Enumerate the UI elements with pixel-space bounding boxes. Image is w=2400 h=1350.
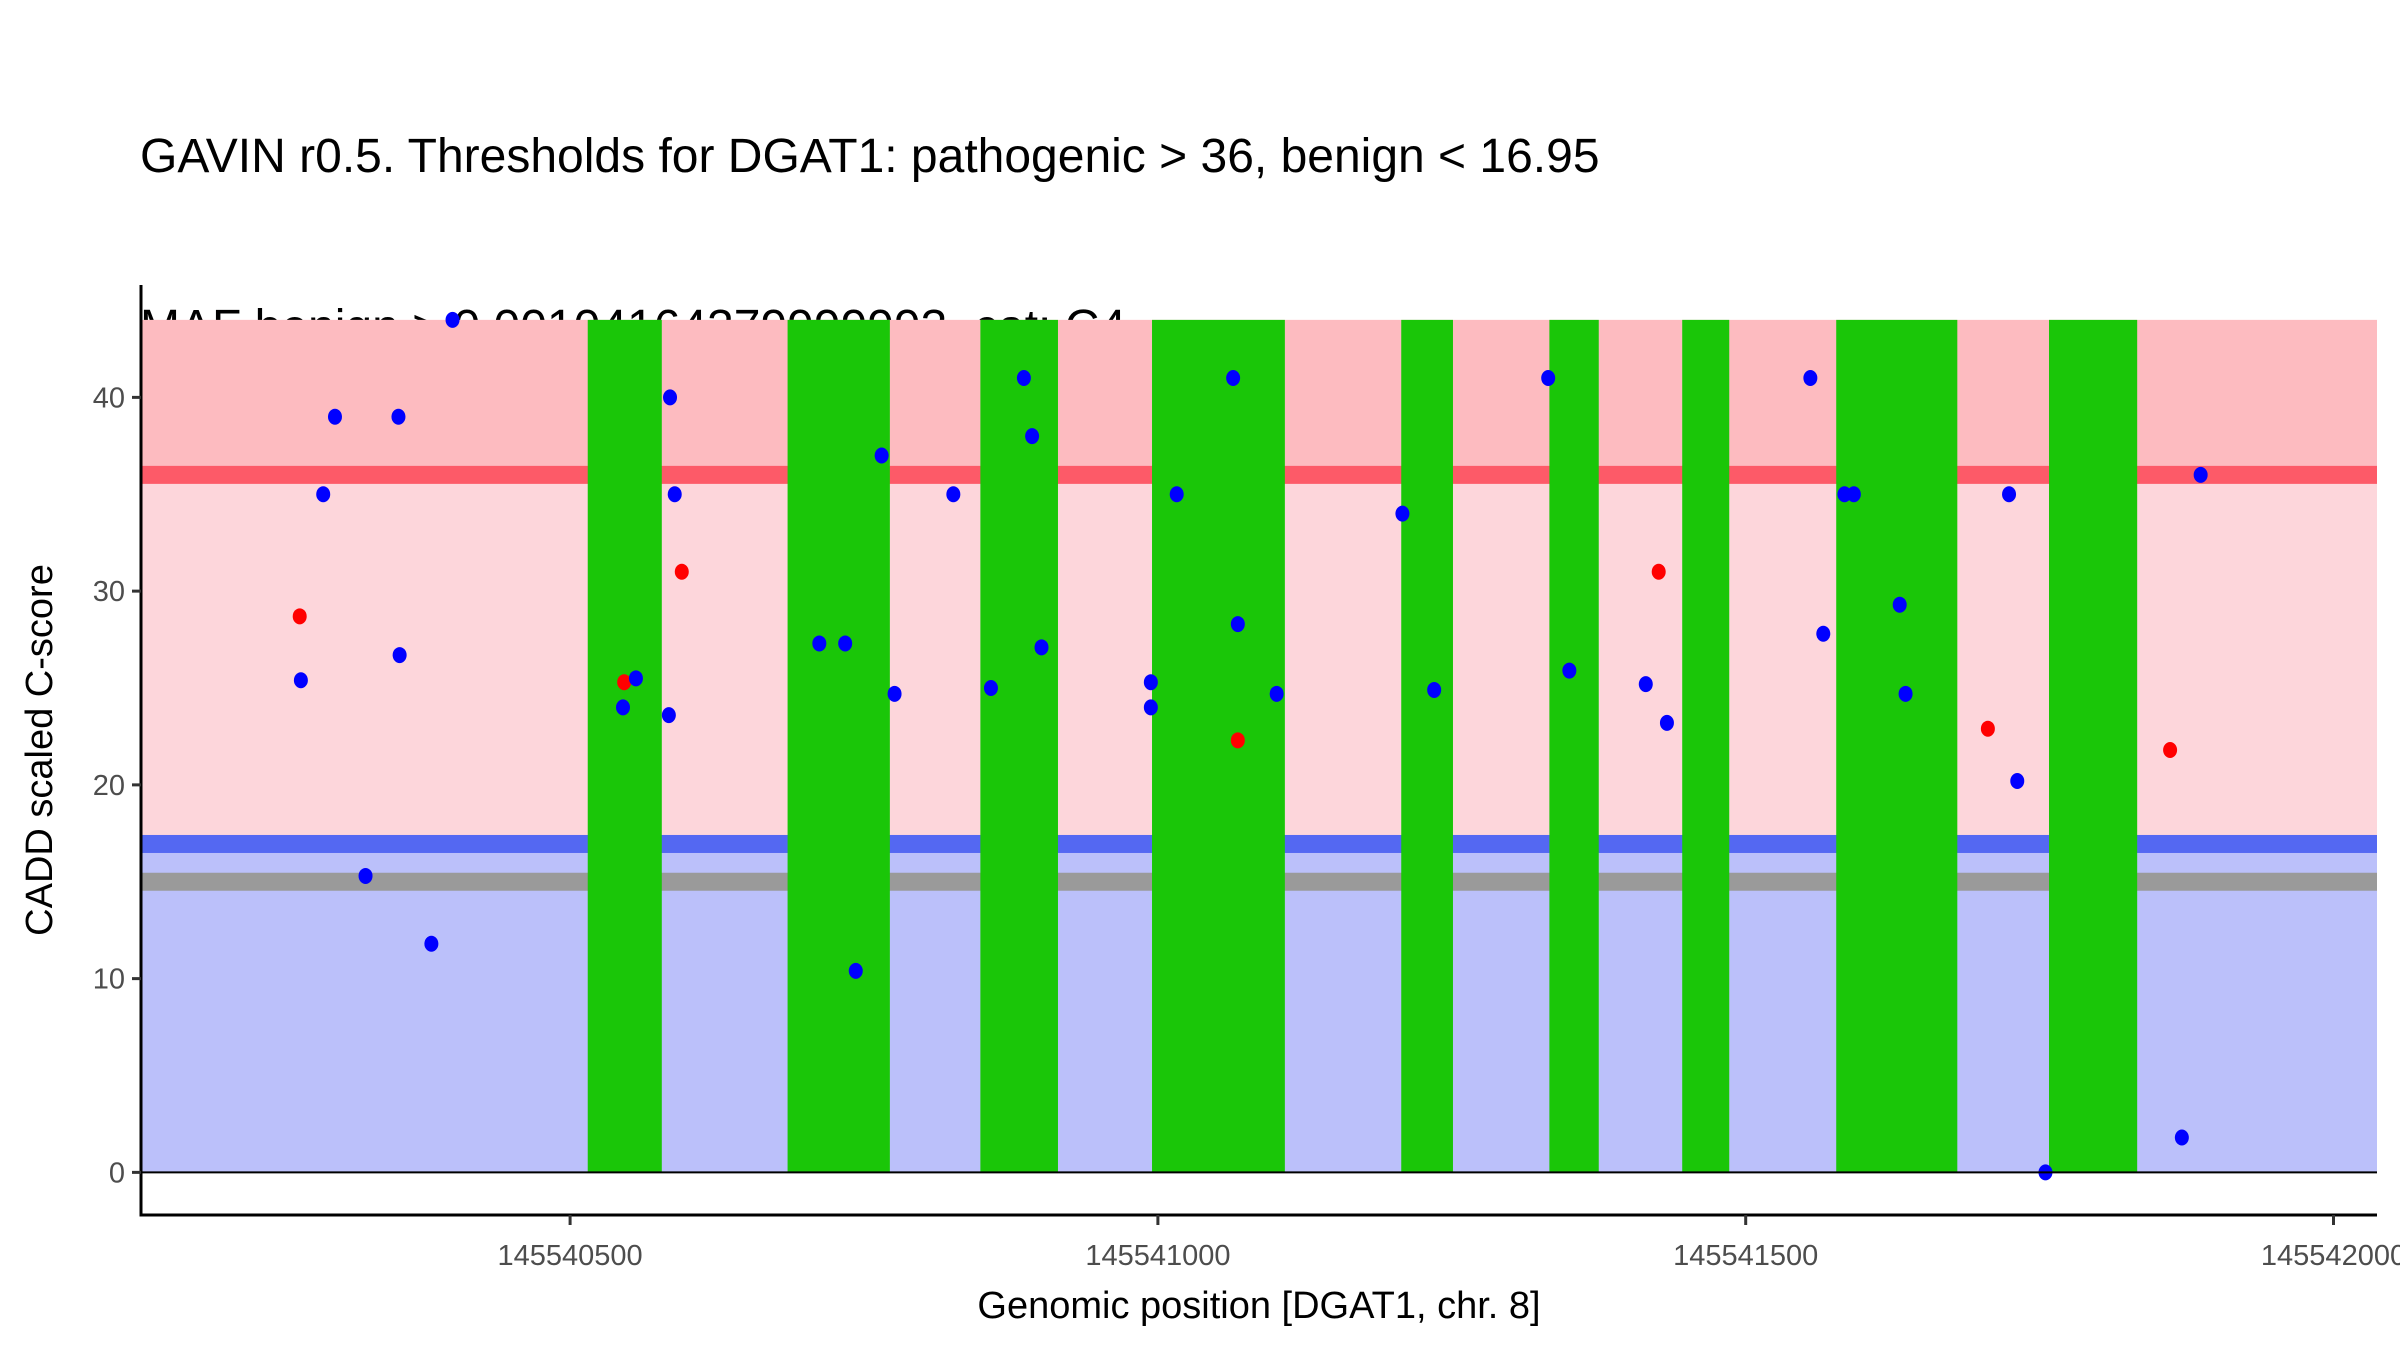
exon-region (1549, 319, 1599, 1173)
gnomad-point (667, 486, 682, 503)
x-tick-label: 145542000 (2261, 1240, 2400, 1272)
ticks: 0 10 20 30 40 145540500 145541000 145541500 1455… (93, 382, 2400, 1272)
gnomad-point (327, 408, 342, 425)
y-tick-label: 10 (93, 964, 125, 996)
gnomad-point (1562, 662, 1577, 679)
gnomad-point (1541, 370, 1556, 386)
clinvar-point (617, 674, 632, 691)
gnomad-point (1898, 685, 1913, 702)
exon-region (1152, 319, 1285, 1173)
exon-regions (587, 319, 2138, 1173)
exon-region (1401, 319, 1453, 1173)
gnomad-point (628, 670, 643, 687)
gnomad-point (1892, 596, 1907, 613)
clinvar-point (1651, 563, 1666, 580)
gnomad-point (1016, 370, 1031, 386)
gnomad-point (983, 680, 998, 696)
y-tick-label: 0 (109, 1157, 125, 1189)
gnomad-point (1816, 625, 1831, 642)
gnomad-point (812, 635, 827, 652)
clinvar-point (1230, 732, 1245, 749)
gnomad-point (424, 935, 439, 952)
exon-region (587, 319, 662, 1173)
gnomad-point (661, 707, 676, 724)
x-tick-label: 145541000 (1085, 1240, 1230, 1272)
y-tick-label: 30 (93, 576, 125, 608)
gnomad-point (2193, 466, 2208, 483)
x-tick-label: 145541500 (1673, 1240, 1818, 1272)
y-tick-label: 40 (93, 382, 125, 414)
gnomad-point (663, 389, 678, 406)
exon-region (1682, 319, 1730, 1173)
gnomad-point (1169, 486, 1184, 503)
gnomad-point (1143, 674, 1158, 691)
exon-region (980, 319, 1058, 1173)
data-points (292, 311, 2208, 1181)
gnomad-point (838, 635, 853, 652)
gnomad-point (1395, 505, 1410, 522)
gnomad-point (946, 486, 961, 503)
gnomad-point (391, 408, 406, 425)
gnomad-point (293, 672, 308, 689)
gnomad-point (1427, 681, 1442, 698)
clinvar-point (2163, 742, 2178, 758)
clinvar-point (292, 608, 307, 625)
gnomad-point (1143, 699, 1158, 716)
gnomad-point (615, 699, 630, 716)
gnomad-point (1638, 676, 1653, 693)
clinvar-point (1980, 720, 1995, 737)
x-axis-title: Genomic position [DGAT1, chr. 8] (977, 1285, 1540, 1327)
y-axis-title: CADD scaled C-score (19, 564, 61, 936)
exon-region (787, 319, 890, 1173)
gnomad-point (1803, 370, 1818, 386)
gnomad-point (445, 311, 460, 328)
gnomad-point (1226, 370, 1241, 386)
exon-region (2049, 319, 2138, 1173)
title-line-1: GAVIN r0.5. Thresholds for DGAT1: pathog… (140, 130, 1600, 183)
x-tick-label: 145540500 (498, 1240, 643, 1272)
gnomad-point (1230, 616, 1245, 633)
gnomad-point (1034, 639, 1049, 656)
gnomad-point (1269, 685, 1284, 702)
gnomad-point (1846, 486, 1861, 503)
gnomad-point (392, 647, 407, 664)
axes (139, 285, 2377, 1217)
exon-region (1836, 319, 1958, 1173)
gnomad-point (316, 486, 331, 503)
gnomad-point (874, 447, 889, 464)
clinvar-point (674, 563, 689, 580)
gnomad-point (887, 685, 902, 702)
gnomad-point (2174, 1129, 2189, 1146)
y-tick-label: 20 (93, 770, 125, 802)
gnomad-point (848, 962, 863, 979)
gnomad-point (358, 867, 373, 884)
gnomad-point (2010, 773, 2025, 789)
gnomad-point (1025, 428, 1040, 445)
gnomad-point (2002, 486, 2017, 503)
gnomad-point (1659, 714, 1674, 731)
